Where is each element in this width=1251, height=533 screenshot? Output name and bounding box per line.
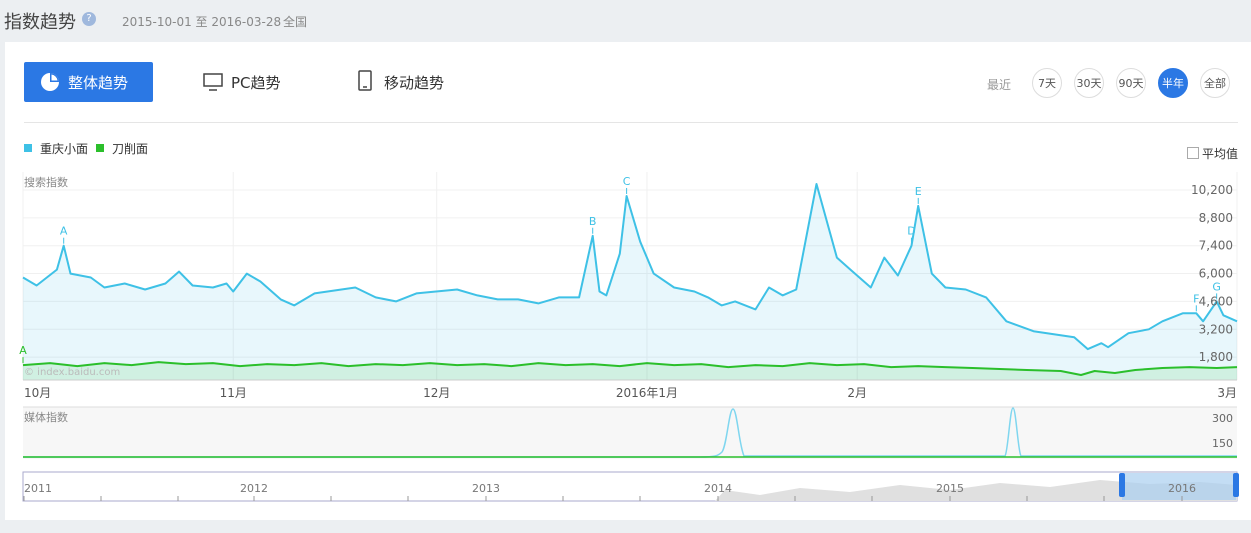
media-series-line: [23, 407, 1237, 458]
media-y-tick: 150: [1212, 437, 1233, 450]
date-range: 2015-10-01 至 2016-03-28: [122, 15, 282, 29]
y-tick-label: 10,200: [1191, 183, 1233, 197]
question-icon[interactable]: ?: [82, 12, 96, 26]
bottom-bar: [0, 520, 1251, 533]
tab-label: 整体趋势: [68, 74, 129, 92]
range-all[interactable]: 全部: [1200, 68, 1230, 98]
phone-icon: [358, 70, 372, 91]
y-tick-label: 8,800: [1199, 211, 1233, 225]
timeline-year-label: 2012: [240, 482, 268, 495]
range-7-days[interactable]: 7天: [1032, 68, 1062, 98]
monitor-icon: [203, 73, 223, 91]
annotation-label: D: [907, 225, 915, 238]
y-tick-label: 1,800: [1199, 350, 1233, 364]
search-index-label: 搜索指数: [24, 175, 68, 189]
range-label: 最近: [987, 78, 1012, 92]
media-plot-area: [23, 407, 1237, 459]
annotation-label: E: [915, 185, 922, 198]
x-axis: 10月 11月 12月 2016年1月 2月 3月: [24, 386, 1237, 400]
media-y-tick: 300: [1212, 412, 1233, 425]
timeline-sparkline: [715, 480, 1237, 501]
x-tick-label: 12月: [423, 386, 450, 400]
legend-swatch: [24, 144, 32, 152]
legend-swatch: [96, 144, 104, 152]
timeline-year-label: 2016: [1168, 482, 1196, 495]
series-layer: [22, 183, 1238, 380]
watermark: © index.baidu.com: [24, 367, 120, 378]
average-label: 平均值: [1202, 147, 1239, 161]
timeline-year-label: 2013: [472, 482, 500, 495]
x-tick-label: 2月: [847, 386, 867, 400]
x-tick-label: 11月: [220, 386, 247, 400]
page-title: 指数趋势: [4, 12, 76, 33]
timeline-year-label: 2011: [24, 482, 52, 495]
series-area: [23, 362, 1237, 380]
timeline-selection[interactable]: [1122, 473, 1236, 500]
media-index-label: 媒体指数: [24, 410, 68, 424]
timeline-year-label: 2015: [936, 482, 964, 495]
tab-label: PC趋势: [231, 74, 281, 92]
legend-item-knife-cut-noodles[interactable]: 刀削面: [96, 140, 148, 157]
y-tick-label: 6,000: [1199, 267, 1233, 281]
tab-overall-trend[interactable]: 整体趋势: [24, 62, 153, 102]
y-tick-label: 3,200: [1199, 322, 1233, 336]
range-30-days[interactable]: 30天: [1074, 68, 1104, 98]
top-bar: 指数趋势 ? 2015-10-01 至 2016-03-28 全国: [0, 0, 1251, 42]
annotation-label: A: [19, 344, 27, 357]
x-tick-label: 2016年1月: [616, 386, 678, 400]
annotation-label: B: [589, 215, 597, 228]
x-tick-label: 10月: [24, 386, 51, 400]
annotation-label: G: [1212, 280, 1221, 293]
timeline-handle-right[interactable]: [1233, 473, 1239, 497]
y-axis: 10,200 8,800 7,400 6,000 4,600 3,200 1,800: [1191, 183, 1233, 364]
annotation-label: F: [1193, 292, 1199, 305]
annotation-label: A: [60, 225, 68, 238]
x-tick-label: 3月: [1217, 386, 1237, 400]
annotation-layer: A B C D E FG A: [19, 175, 1221, 364]
timeline-years: 2011 2012 2013 2014 2015 2016: [23, 482, 1196, 501]
range-half-year[interactable]: 半年: [1158, 68, 1188, 98]
divider: [24, 122, 1238, 123]
series-area: [23, 184, 1237, 380]
pie-chart-icon: [41, 73, 59, 91]
range-90-days[interactable]: 90天: [1116, 68, 1146, 98]
region-label: 全国: [283, 15, 308, 29]
legend-label: 重庆小面: [40, 142, 89, 156]
series-line: [22, 183, 1238, 351]
average-toggle[interactable]: 平均值: [1187, 145, 1238, 162]
annotation-label: C: [623, 175, 631, 188]
legend-label: 刀削面: [112, 142, 149, 156]
series-line: [22, 361, 1238, 376]
y-tick-label: 7,400: [1199, 239, 1233, 253]
legend-item-chongqing-noodles[interactable]: 重庆小面: [24, 140, 88, 157]
timeline-handle-left[interactable]: [1119, 473, 1125, 497]
y-tick-label: 4,600: [1199, 294, 1233, 308]
timeline-year-label: 2014: [704, 482, 732, 495]
checkbox[interactable]: [1187, 147, 1199, 159]
tab-label: 移动趋势: [384, 74, 445, 92]
